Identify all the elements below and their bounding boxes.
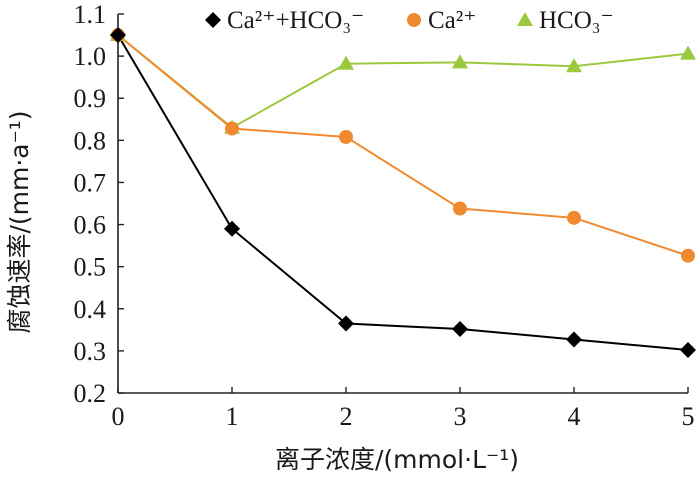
- y-tick-label: 0.5: [74, 253, 107, 282]
- x-axis-label: 离子浓度/(mmol·L⁻¹): [275, 445, 519, 474]
- data-point-diamond: [566, 331, 582, 348]
- y-tick-label: 1.0: [74, 42, 107, 71]
- data-point-triangle: [452, 54, 468, 69]
- x-tick-label: 4: [568, 402, 581, 431]
- legend-marker-triangle: [517, 12, 533, 26]
- legend-label: Ca²⁺+HCO₃⁻: [227, 7, 364, 34]
- data-point-diamond: [338, 315, 354, 332]
- series-lines: [117, 34, 689, 352]
- x-tick-label: 5: [682, 402, 695, 431]
- x-ticks: 0 1 2 3 4 5: [112, 387, 695, 431]
- series-markers: [110, 27, 696, 359]
- data-point-circle: [681, 248, 695, 263]
- x-tick-label: 3: [454, 402, 467, 431]
- y-tick-label: 1.1: [74, 0, 107, 29]
- data-point-circle: [453, 201, 467, 216]
- data-point-diamond: [110, 27, 126, 44]
- legend-label: Ca²⁺: [428, 7, 476, 34]
- data-point-triangle: [680, 45, 696, 60]
- y-ticks: 0.2 0.3 0.4 0.5 0.6 0.7 0.8 0.9 1.0 1.1: [74, 0, 124, 408]
- y-tick-label: 0.4: [74, 295, 107, 324]
- data-point-diamond: [452, 320, 468, 337]
- x-tick-label: 2: [340, 402, 353, 431]
- y-tick-label: 0.9: [74, 84, 107, 113]
- y-axis-label: 腐蚀速率/(mm·a⁻¹): [5, 110, 34, 333]
- data-point-circle: [339, 129, 353, 144]
- data-point-triangle: [566, 58, 582, 73]
- series-line-diamond: [117, 34, 689, 352]
- legend-marker-circle: [407, 13, 421, 27]
- legend-label: HCO₃⁻: [539, 7, 614, 34]
- y-tick-label: 0.6: [74, 211, 107, 240]
- data-point-diamond: [680, 342, 696, 359]
- data-point-circle: [225, 121, 239, 136]
- legend-marker-diamond: [205, 12, 221, 28]
- series-line-triangle: [117, 34, 689, 129]
- y-tick-label: 0.3: [74, 337, 107, 366]
- data-point-diamond: [224, 220, 240, 237]
- y-tick-label: 0.2: [74, 379, 107, 408]
- x-tick-label: 0: [112, 402, 125, 431]
- series-line-circle: [117, 34, 689, 257]
- data-point-triangle: [338, 55, 354, 70]
- y-tick-label: 0.7: [74, 168, 107, 197]
- data-point-circle: [567, 210, 581, 225]
- y-tick-label: 0.8: [74, 126, 107, 155]
- axes: [117, 14, 688, 394]
- x-tick-label: 1: [226, 402, 239, 431]
- legend: Ca²⁺+HCO₃⁻ Ca²⁺ HCO₃⁻: [205, 7, 614, 34]
